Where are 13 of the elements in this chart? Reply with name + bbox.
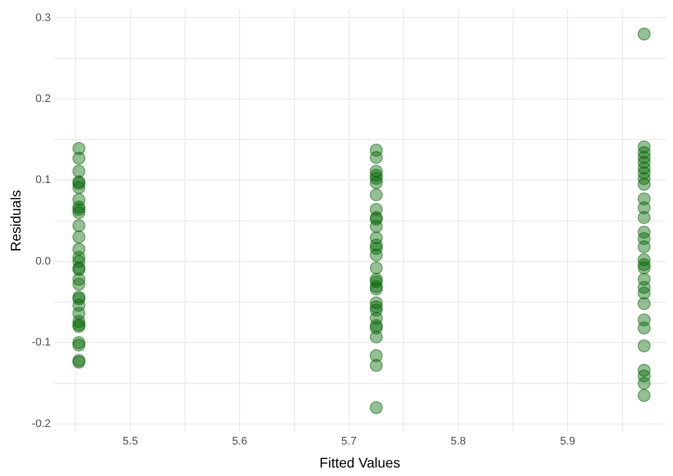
y-tick-label: 0.2 xyxy=(35,92,51,105)
x-tick-label: 5.6 xyxy=(232,436,248,448)
y-tick-label: 0.1 xyxy=(35,174,51,186)
y-tick-label: -0.1 xyxy=(32,336,51,349)
y-axis-title: Residuals xyxy=(7,190,24,252)
x-tick-label: 5.7 xyxy=(341,436,357,448)
y-tick-label: 0.0 xyxy=(35,255,51,268)
y-tick-label: 0.3 xyxy=(35,12,51,24)
x-tick-label: 5.8 xyxy=(450,436,466,448)
x-axis-title: Fitted Values xyxy=(320,454,400,470)
x-tick-label: 5.5 xyxy=(122,436,138,448)
x-tick-label: 5.9 xyxy=(560,436,576,448)
y-tick-label: -0.2 xyxy=(32,418,51,430)
